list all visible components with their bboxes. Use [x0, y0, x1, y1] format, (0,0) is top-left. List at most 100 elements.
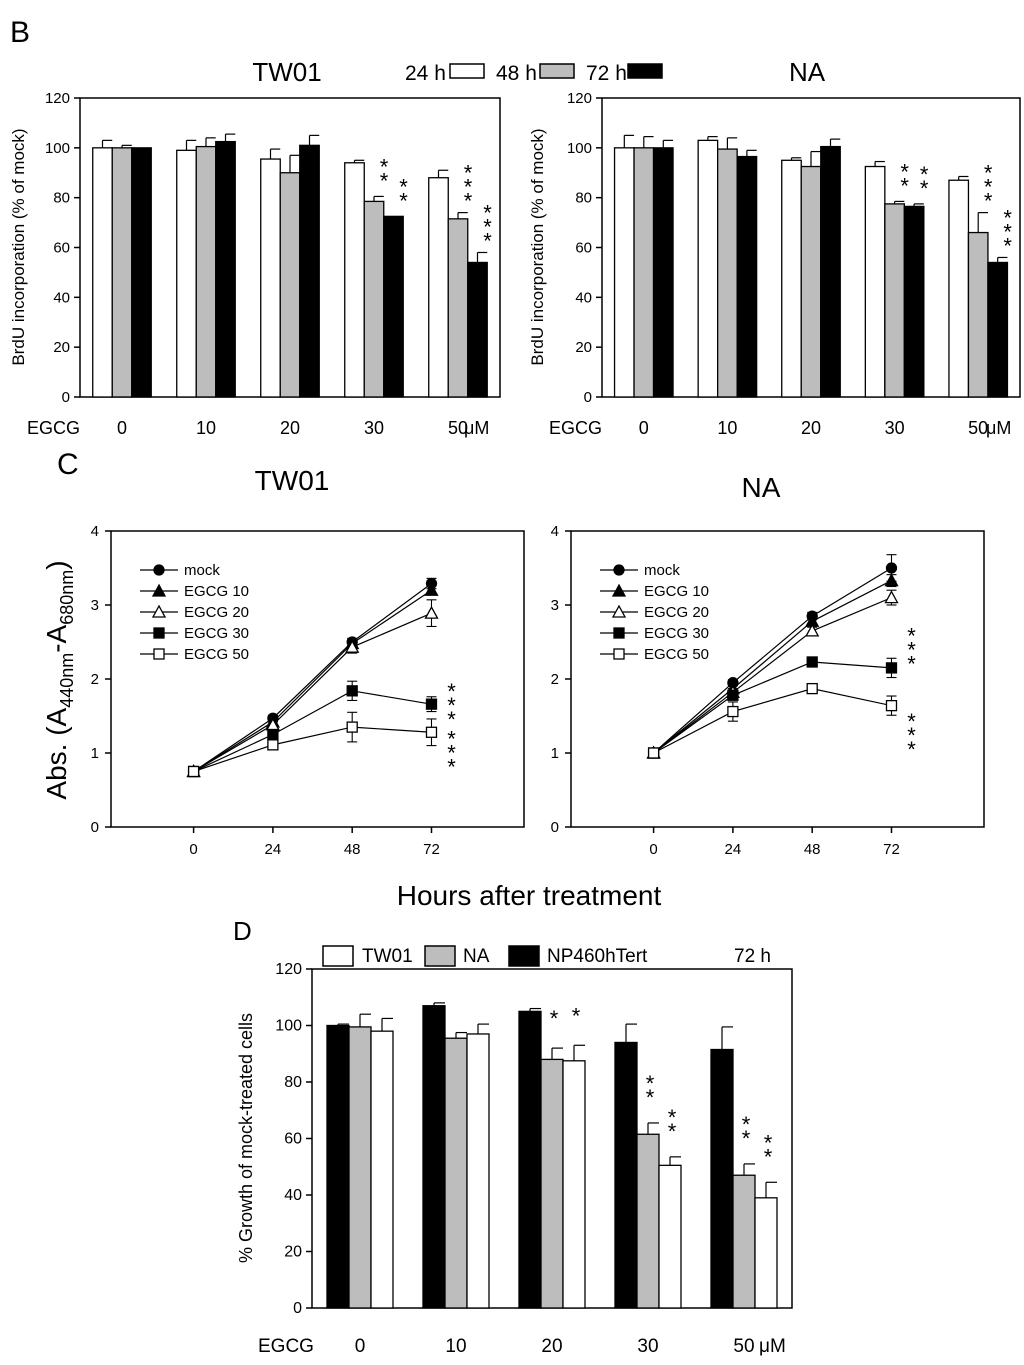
c-na-line-4 — [653, 688, 892, 754]
c-na-legend-marker-2 — [611, 604, 627, 618]
d-bar-2-1 — [466, 1033, 490, 1309]
d-bar-1-4 — [732, 1174, 756, 1309]
d-category-label-4: 50 — [733, 1336, 754, 1357]
c-tw01-legend-marker-4 — [153, 648, 165, 660]
d-stars-1-4-0: * — [742, 1112, 751, 1137]
d-bar-1-1 — [444, 1037, 468, 1309]
b-tw01-ytick-label-80: 80 — [53, 190, 70, 207]
c-na-legend-marker-0 — [613, 564, 625, 576]
b-tw01-bar-0-4 — [428, 177, 449, 398]
b-tw01-ytick-label-100: 100 — [45, 140, 70, 157]
b-na-title: NA — [789, 57, 826, 87]
d-category-label-3: 30 — [637, 1336, 658, 1357]
d-ytick-label-40: 40 — [284, 1187, 302, 1204]
b-tw01-bar-1-0 — [111, 147, 133, 398]
b-tw01-bar-2-1 — [215, 140, 236, 398]
c-na-ytick-label-4: 4 — [551, 523, 559, 540]
c-na-legend-label-2: EGCG 20 — [644, 604, 709, 621]
d-ytick-label-100: 100 — [275, 1018, 302, 1035]
b-tw01-stars-1-3-0: * — [380, 154, 389, 179]
c-tw01-point-2-3 — [424, 605, 439, 619]
c-na-legend-marker-4 — [613, 648, 625, 660]
c-tw01-title: TW01 — [255, 465, 330, 496]
c-x-axis-label: Hours after treatment — [397, 880, 662, 911]
c-na-line-2 — [653, 597, 892, 754]
legend-d-label-np460htert: NP460hTert — [547, 946, 648, 967]
c-na-ytick-label-2: 2 — [551, 671, 559, 688]
d-bar-2-0 — [370, 1030, 394, 1309]
b-na-bar-1-0 — [633, 147, 655, 398]
c-tw01-legend-label-2: EGCG 20 — [184, 604, 249, 621]
b-tw01-category-label-3: 30 — [364, 418, 384, 438]
c-na-annotation-1-2: * — [907, 737, 916, 762]
b-na-bar-2-1 — [736, 155, 758, 398]
d-stars-1-3-1: * — [646, 1085, 655, 1110]
b-tw01-category-label-4: 50 — [448, 418, 468, 438]
d-stars-1-2-0: * — [550, 1006, 559, 1031]
c-na-line-3 — [653, 661, 892, 754]
b-na-bar-0-0 — [613, 147, 635, 398]
legend-b: 24 h 48 h 72 h — [405, 62, 663, 85]
b-na-ytick-label-100: 100 — [567, 140, 592, 157]
b-tw01-stars-1-4-0: * — [464, 161, 473, 186]
b-na-stars-1-4-0: * — [984, 161, 993, 186]
c-ylabel-sub1: 440nm — [57, 653, 77, 708]
b-na-stars-2-3-0: * — [920, 162, 929, 187]
b-na-bar-0-1 — [697, 139, 719, 398]
b-na-ytick-label-120: 120 — [567, 90, 592, 107]
c-na-point-3-1 — [727, 689, 739, 701]
b-na-ytick-label-80: 80 — [575, 190, 592, 207]
legend-b-swatch-72h — [627, 63, 663, 79]
panel-label-d: D — [233, 916, 252, 946]
d-ytick-label-120: 120 — [275, 961, 302, 978]
b-tw01-stars-2-4-1: * — [483, 214, 492, 239]
legend-b-label-72h: 72 h — [586, 62, 627, 85]
b-tw01-bar-1-1 — [195, 145, 217, 398]
d-unit: μM — [759, 1336, 786, 1357]
c-tw01-plot-frame — [110, 530, 525, 828]
legend-d-swatch-np460htert — [508, 945, 540, 967]
c-na-xtick-label-72: 72 — [883, 841, 900, 858]
c-na-line-1 — [653, 580, 892, 754]
c-tw01-annotation-0-0: * — [447, 679, 456, 704]
c-ylabel-mid: -A — [41, 624, 72, 652]
d-bar-2-2 — [562, 1060, 586, 1309]
c-na-xtick-label-0: 0 — [649, 841, 657, 858]
c-na-ytick-label-0: 0 — [551, 819, 559, 836]
b-tw01-x-prefix: EGCG — [27, 418, 80, 438]
c-na-legend-label-0: mock — [644, 562, 680, 579]
d-bar-1-3 — [636, 1133, 660, 1309]
b-tw01-category-label-2: 20 — [280, 418, 300, 438]
d-bar-2-3 — [658, 1164, 682, 1309]
b-tw01-bar-2-3 — [383, 215, 404, 398]
c-na-annotation-1-1: * — [907, 723, 916, 748]
c-tw01-xtick-label-72: 72 — [423, 841, 440, 858]
d-stars-2-4-0: * — [764, 1130, 773, 1155]
c-tw01-annotation-1-1: * — [447, 741, 456, 766]
c-tw01-line-0 — [193, 583, 432, 772]
d-category-label-0: 0 — [355, 1336, 366, 1357]
c-na-point-4-2 — [806, 682, 818, 695]
c-tw01-annotation-0-2: * — [447, 707, 456, 732]
b-tw01-category-label-0: 0 — [117, 418, 127, 438]
c-na-ytick-label-1: 1 — [551, 745, 559, 762]
b-tw01-bar-0-1 — [176, 149, 197, 398]
c-y-axis-label: Abs. (A440nm-A680nm) — [41, 560, 77, 799]
c-tw01-legend-label-4: EGCG 50 — [184, 646, 249, 663]
d-bar-1-0 — [348, 1026, 372, 1309]
b-na-ytick-label-40: 40 — [575, 289, 592, 306]
legend-d-label-tw01: TW01 — [362, 946, 413, 967]
c-tw01-ytick-label-1: 1 — [91, 745, 99, 762]
legend-d: TW01 NA NP460hTert 72 h — [322, 945, 771, 967]
legend-d-swatch-na — [424, 945, 456, 967]
b-tw01-stars-1-3-1: * — [380, 168, 389, 193]
b-tw01-bar-0-2 — [260, 158, 281, 398]
legend-d-label-na: NA — [463, 946, 490, 967]
panel-label-c: C — [57, 448, 79, 481]
b-tw01-ytick-label-120: 120 — [45, 90, 70, 107]
c-na-title: NA — [742, 472, 781, 503]
b-na-bar-0-2 — [781, 159, 802, 398]
d-bar-1-2 — [540, 1058, 564, 1309]
